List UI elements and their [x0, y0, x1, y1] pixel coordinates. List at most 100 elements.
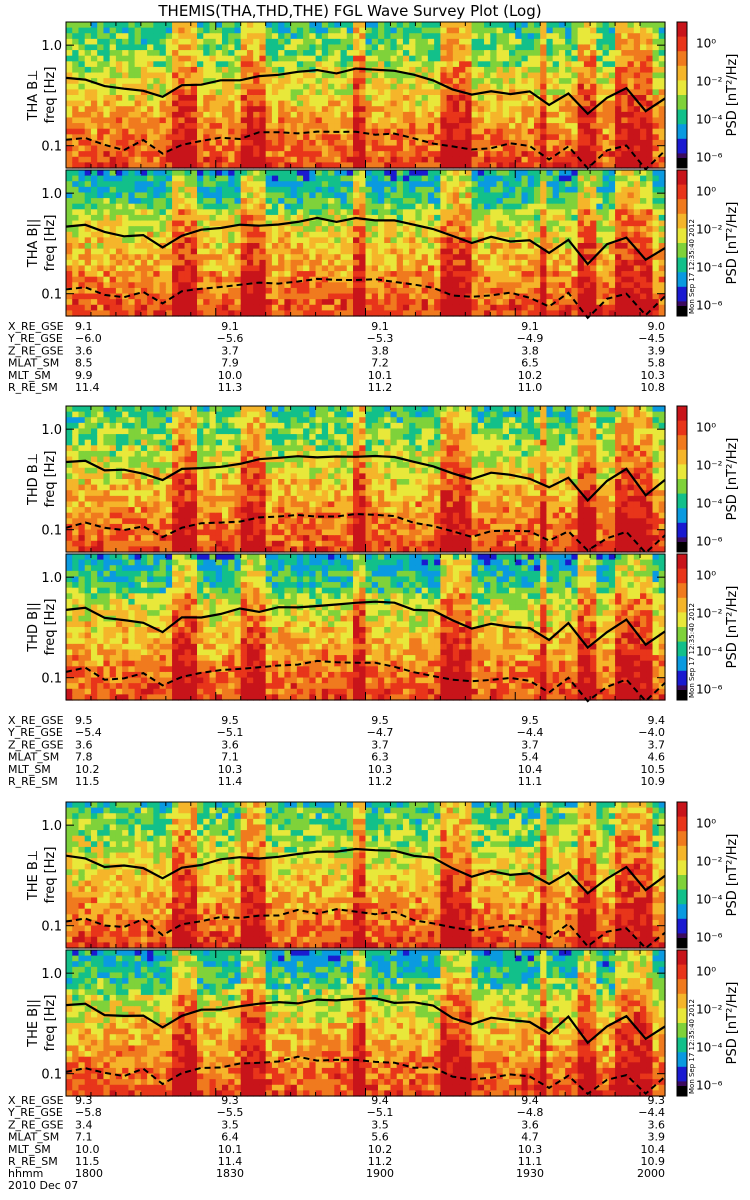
heatmap-cell — [434, 232, 441, 238]
heatmap-cell — [166, 209, 173, 215]
heatmap-cell — [247, 232, 254, 238]
heatmap-cell — [359, 192, 366, 198]
heatmap-cell — [110, 299, 117, 305]
heatmap-cell — [272, 78, 279, 84]
heatmap-cell — [509, 221, 516, 227]
heatmap-cell — [278, 117, 285, 123]
heatmap-cell — [397, 22, 404, 28]
heatmap-cell — [78, 95, 85, 101]
heatmap-cell — [172, 95, 179, 101]
heatmap-cell — [228, 67, 235, 73]
heatmap-cell — [390, 282, 397, 288]
heatmap-cell — [472, 221, 479, 227]
heatmap-cell — [553, 221, 560, 227]
heatmap-cell — [521, 123, 528, 129]
heatmap-cell — [509, 101, 516, 107]
heatmap-cell — [621, 198, 628, 204]
heatmap-cell — [303, 134, 310, 140]
heatmap-cell — [584, 271, 591, 277]
heatmap-cell — [222, 61, 229, 67]
heatmap-cell — [253, 170, 260, 176]
heatmap-cell — [272, 95, 279, 101]
heatmap-cell — [259, 33, 266, 39]
heatmap-cell — [85, 232, 92, 238]
heatmap-cell — [509, 192, 516, 198]
heatmap-cell — [234, 271, 241, 277]
heatmap-cell — [503, 221, 510, 227]
heatmap-cell — [546, 232, 553, 238]
heatmap-cell — [341, 243, 348, 249]
heatmap-cell — [153, 56, 160, 62]
heatmap-cell — [203, 22, 210, 28]
heatmap-cell — [241, 89, 248, 95]
heatmap-cell — [91, 170, 98, 176]
heatmap-cell — [646, 39, 653, 45]
heatmap-cell — [284, 237, 291, 243]
heatmap-cell — [303, 44, 310, 50]
heatmap-cell — [128, 134, 135, 140]
heatmap-cell — [72, 28, 79, 34]
heatmap-cell — [85, 237, 92, 243]
heatmap-cell — [609, 123, 616, 129]
heatmap-cell — [397, 106, 404, 112]
heatmap-cell — [515, 282, 522, 288]
heatmap-cell — [228, 84, 235, 90]
heatmap-cell — [528, 277, 535, 283]
heatmap-cell — [222, 232, 229, 238]
heatmap-cell — [646, 67, 653, 73]
heatmap-cell — [141, 305, 148, 311]
heatmap-cell — [160, 117, 167, 123]
heatmap-cell — [447, 254, 454, 260]
heatmap-cell — [191, 221, 198, 227]
heatmap-cell — [415, 140, 422, 146]
heatmap-cell — [540, 232, 547, 238]
heatmap-cell — [465, 44, 472, 50]
heatmap-cell — [291, 44, 298, 50]
heatmap-cell — [110, 101, 117, 107]
heatmap-cell — [178, 50, 185, 56]
heatmap-cell — [571, 84, 578, 90]
heatmap-cell — [278, 39, 285, 45]
heatmap-cell — [390, 181, 397, 187]
heatmap-cell — [521, 129, 528, 135]
heatmap-cell — [415, 277, 422, 283]
heatmap-cell — [303, 209, 310, 215]
heatmap-cell — [334, 232, 341, 238]
heatmap-cell — [403, 157, 410, 163]
heatmap-cell — [91, 294, 98, 300]
heatmap-cell — [91, 151, 98, 157]
heatmap-cell — [147, 78, 154, 84]
heatmap-cell — [503, 226, 510, 232]
heatmap-cell — [403, 254, 410, 260]
heatmap-cell — [609, 39, 616, 45]
heatmap-cell — [191, 204, 198, 210]
heatmap-cell — [128, 67, 135, 73]
heatmap-cell — [478, 112, 485, 118]
heatmap-cell — [234, 129, 241, 135]
heatmap-cell — [278, 299, 285, 305]
heatmap-cell — [534, 226, 541, 232]
heatmap-cell — [447, 198, 454, 204]
heatmap-cell — [428, 95, 435, 101]
heatmap-cell — [191, 170, 198, 176]
heatmap-cell — [259, 39, 266, 45]
heatmap-cell — [447, 151, 454, 157]
heatmap-cell — [297, 282, 304, 288]
heatmap-cell — [172, 112, 179, 118]
heatmap-cell — [266, 151, 273, 157]
heatmap-cell — [553, 44, 560, 50]
heatmap-cell — [185, 187, 192, 193]
heatmap-cell — [322, 146, 329, 152]
heatmap-cell — [128, 56, 135, 62]
heatmap-cell — [472, 232, 479, 238]
heatmap-cell — [328, 146, 335, 152]
heatmap-cell — [328, 181, 335, 187]
heatmap-cell — [135, 157, 142, 163]
heatmap-cell — [116, 254, 123, 260]
heatmap-cell — [615, 134, 622, 140]
heatmap-cell — [634, 134, 641, 140]
heatmap-cell — [85, 89, 92, 95]
heatmap-cell — [484, 44, 491, 50]
heatmap-cell — [434, 204, 441, 210]
heatmap-cell — [178, 157, 185, 163]
